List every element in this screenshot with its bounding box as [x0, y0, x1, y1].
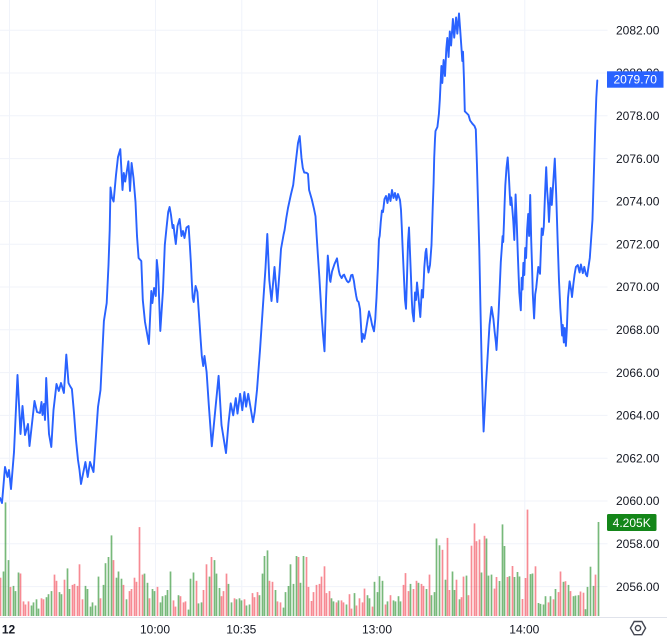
svg-text:2060.00: 2060.00 [616, 494, 660, 508]
svg-text:2074.00: 2074.00 [616, 195, 660, 209]
svg-text:2064.00: 2064.00 [616, 409, 660, 423]
svg-text:2078.00: 2078.00 [616, 109, 660, 123]
svg-text:2058.00: 2058.00 [616, 537, 660, 551]
svg-text:2079.70: 2079.70 [614, 73, 658, 87]
svg-text:2082.00: 2082.00 [616, 23, 660, 37]
svg-text:10:35: 10:35 [226, 623, 256, 637]
svg-text:13:00: 13:00 [362, 623, 392, 637]
svg-text:2076.00: 2076.00 [616, 152, 660, 166]
svg-text:4.205K: 4.205K [613, 516, 651, 530]
svg-text:14:00: 14:00 [509, 623, 539, 637]
svg-text:10:00: 10:00 [140, 623, 170, 637]
svg-text:2072.00: 2072.00 [616, 237, 660, 251]
svg-text:2056.00: 2056.00 [616, 580, 660, 594]
svg-text:2070.00: 2070.00 [616, 280, 660, 294]
svg-text:12: 12 [2, 623, 16, 637]
svg-text:2062.00: 2062.00 [616, 451, 660, 465]
svg-text:2066.00: 2066.00 [616, 366, 660, 380]
svg-text:2068.00: 2068.00 [616, 323, 660, 337]
